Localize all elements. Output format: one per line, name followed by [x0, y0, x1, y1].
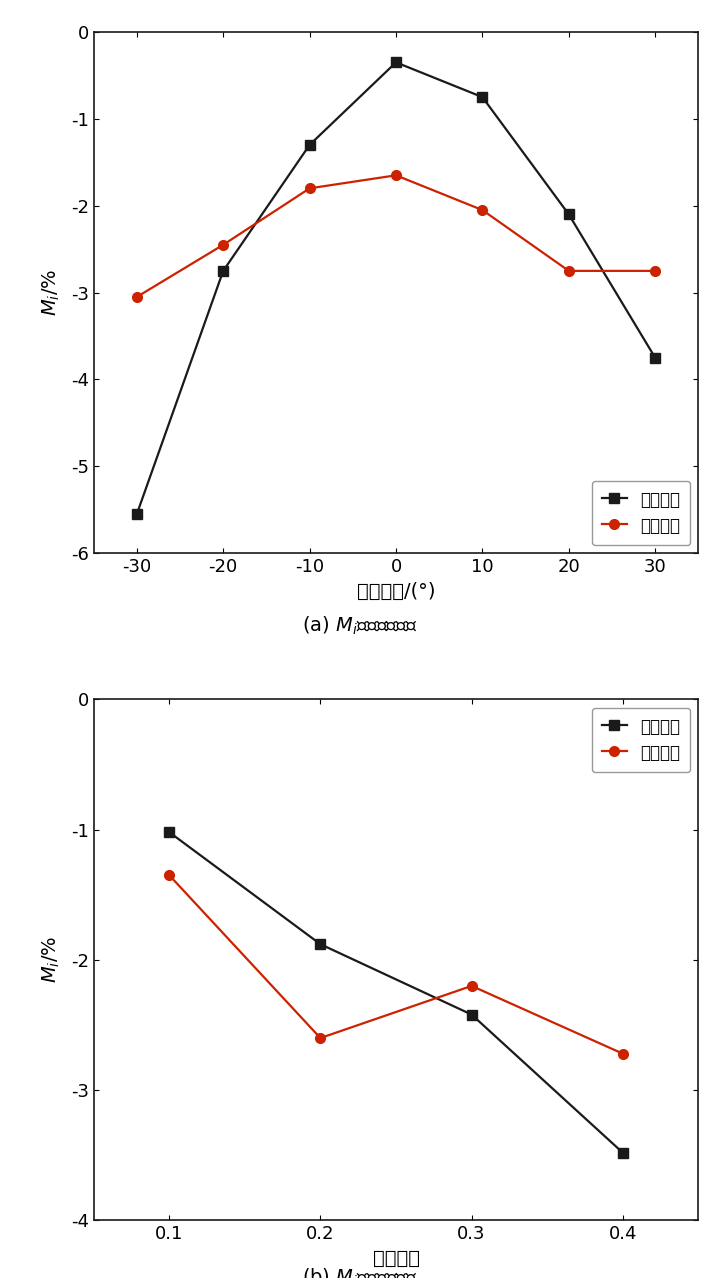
动叶弯高: [316, 937, 325, 952]
静叶弯高: [618, 1045, 627, 1061]
Text: (a) $M_i$与弯角的关系: (a) $M_i$与弯角的关系: [302, 615, 418, 638]
X-axis label: 叶片弯角/(°): 叶片弯角/(°): [356, 581, 436, 601]
Line: 动叶弯角: 动叶弯角: [132, 58, 660, 519]
Line: 静叶弯高: 静叶弯高: [164, 870, 628, 1058]
X-axis label: 叶片弯高: 叶片弯高: [372, 1249, 420, 1268]
Text: (b) $M_i$与叶高的关系: (b) $M_i$与叶高的关系: [302, 1266, 418, 1278]
Legend: 动叶弯角, 静叶弯角: 动叶弯角, 静叶弯角: [592, 481, 690, 544]
Y-axis label: $M_i$/%: $M_i$/%: [41, 268, 63, 316]
静叶弯角: [219, 238, 228, 253]
静叶弯高: [165, 868, 174, 883]
Y-axis label: $M_i$/%: $M_i$/%: [41, 937, 63, 984]
静叶弯高: [467, 978, 476, 993]
Line: 动叶弯高: 动叶弯高: [164, 827, 628, 1158]
静叶弯角: [132, 289, 141, 304]
动叶弯角: [132, 506, 141, 521]
静叶弯角: [651, 263, 660, 279]
静叶弯角: [392, 167, 400, 183]
动叶弯角: [564, 207, 573, 222]
动叶弯角: [219, 263, 228, 279]
动叶弯高: [165, 824, 174, 840]
静叶弯角: [305, 180, 314, 196]
动叶弯高: [618, 1145, 627, 1160]
动叶弯角: [651, 350, 660, 366]
动叶弯角: [478, 89, 487, 105]
Legend: 动叶弯高, 静叶弯高: 动叶弯高, 静叶弯高: [592, 708, 690, 772]
动叶弯角: [392, 55, 400, 70]
动叶弯角: [305, 137, 314, 152]
静叶弯角: [564, 263, 573, 279]
静叶弯角: [478, 202, 487, 217]
Line: 静叶弯角: 静叶弯角: [132, 170, 660, 302]
静叶弯高: [316, 1030, 325, 1045]
动叶弯高: [467, 1007, 476, 1022]
